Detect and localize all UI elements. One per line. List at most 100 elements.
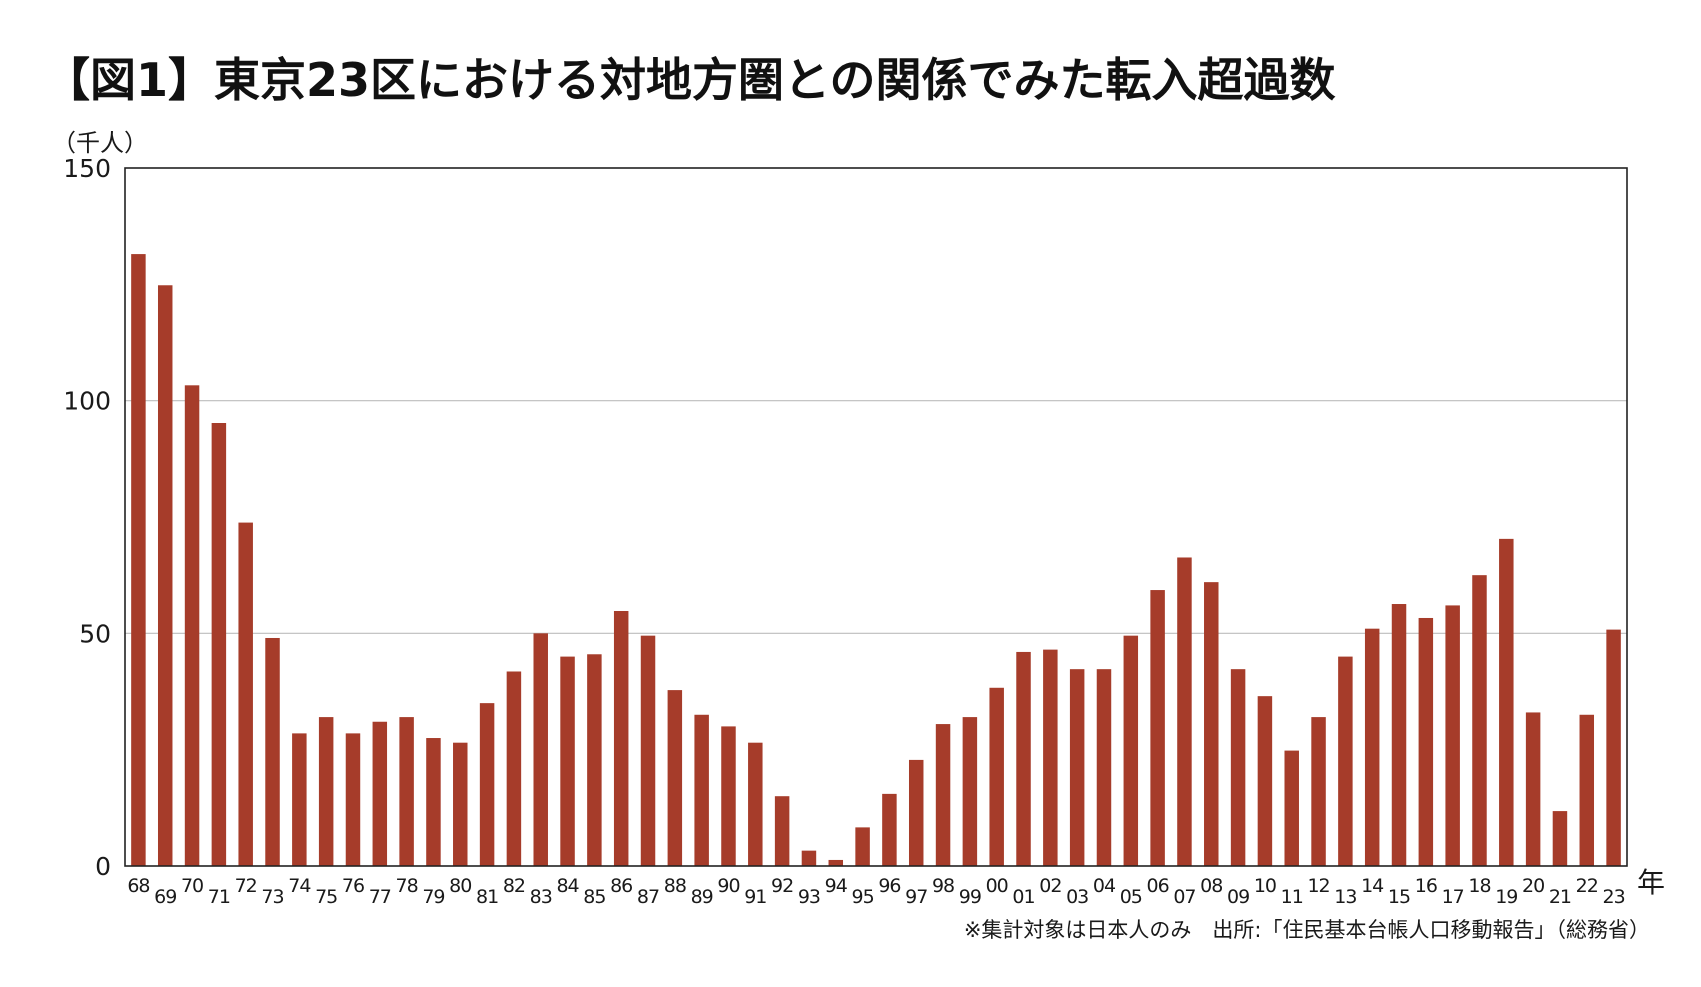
x-tick-label: 18 [1468,875,1490,897]
x-tick-label: 89 [691,886,713,908]
bar-18 [1472,575,1487,866]
bar-83 [533,633,548,866]
x-tick-label: 78 [396,875,418,897]
bar-97 [908,759,924,866]
bar-92 [774,796,790,866]
bar-78 [399,717,414,866]
x-tick-label: 86 [610,875,632,897]
bar-13 [1338,656,1353,866]
bar-01 [1016,651,1031,866]
x-tick-label: 12 [1307,875,1329,897]
bar-20 [1525,712,1541,866]
bar-00 [989,687,1004,866]
bar-76 [345,733,361,866]
x-tick-label: 71 [208,886,230,908]
x-tick-label: 84 [556,875,579,897]
chart-title: 【図1】東京23区における対地方圏との関係でみた転入超過数 [44,53,1336,107]
x-tick-label: 04 [1093,875,1116,897]
x-tick-label: 15 [1388,886,1410,908]
y-tick-label: 150 [63,154,111,183]
x-tick-labels: 68 69 70 71 72 73 74 75 76 77 78 79 80 81 82 83 84 85 86 87… [127,875,1625,908]
bar-02 [1043,649,1058,866]
bars [131,254,1621,866]
bar-22 [1579,714,1595,866]
x-tick-label: 10 [1254,875,1276,897]
bar-21 [1552,811,1568,866]
x-tick-label: 11 [1281,886,1303,908]
x-tick-label: 75 [315,886,337,908]
bar-70 [184,385,200,866]
bar-72 [238,522,253,866]
x-tick-label: 77 [369,886,391,908]
bar-09 [1230,669,1246,866]
x-tick-label: 17 [1442,886,1464,908]
x-tick-label: 01 [1012,886,1034,908]
bar-11 [1284,750,1299,866]
bar-96 [882,793,897,866]
bar-79 [426,738,441,866]
x-tick-label: 68 [127,875,149,897]
x-tick-label: 23 [1602,886,1624,908]
x-tick-label: 96 [878,875,900,897]
x-tick-label: 83 [530,886,552,908]
x-tick-label: 00 [986,875,1008,897]
x-tick-label: 69 [154,886,176,908]
bar-14 [1364,628,1380,866]
y-tick-label: 50 [79,619,111,648]
gridlines [125,400,1627,634]
bar-88 [667,690,683,866]
x-tick-label: 14 [1361,875,1384,897]
bar-82 [506,671,522,866]
bar-19 [1499,538,1514,866]
x-tick-label: 97 [905,886,927,908]
x-tick-label: 73 [261,886,283,908]
bar-87 [640,635,656,866]
bar-73 [265,637,280,866]
bar-94 [828,859,844,866]
bar-06 [1150,590,1165,866]
bar-07 [1177,557,1192,866]
x-tick-label: 19 [1495,886,1517,908]
bar-71 [211,423,227,866]
x-tick-label: 05 [1120,886,1142,908]
bar-69 [157,285,173,866]
bar-84 [560,656,575,866]
bar-77 [372,721,388,866]
bar-80 [453,742,468,866]
x-tick-label: 16 [1415,875,1437,897]
bar-75 [318,717,334,866]
x-tick-label: 70 [181,875,203,897]
x-tick-label: 72 [235,875,257,897]
x-tick-label: 87 [637,886,659,908]
bar-90 [721,726,736,866]
bar-98 [935,724,951,866]
x-tick-label: 80 [449,875,471,897]
x-tick-label: 22 [1576,875,1598,897]
bar-17 [1445,605,1460,866]
x-tick-label: 90 [717,875,739,897]
bar-91 [748,742,763,866]
x-tick-label: 95 [851,886,873,908]
bar-89 [694,714,709,866]
footnote: ※集計対象は日本人のみ 出所:「住民基本台帳人口移動報告」（総務省） [964,918,1650,942]
x-tick-label: 20 [1522,875,1544,897]
x-tick-label: 13 [1334,886,1356,908]
x-tick-label: 74 [288,875,311,897]
x-tick-label: 79 [422,886,444,908]
x-tick-label: 03 [1066,886,1088,908]
bar-12 [1311,717,1326,866]
bar-23 [1606,629,1621,866]
bar-08 [1204,582,1219,866]
x-tick-label: 91 [744,886,766,908]
x-tick-label: 09 [1227,886,1249,908]
bar-93 [801,850,817,866]
x-tick-label: 21 [1549,886,1571,908]
y-tick-label: 100 [63,387,111,416]
x-tick-label: 07 [1173,886,1195,908]
x-tick-label: 99 [959,886,981,908]
bar-85 [587,654,602,866]
x-tick-label: 08 [1200,875,1222,897]
bar-15 [1391,604,1407,866]
x-tick-label: 94 [825,875,848,897]
x-tick-label: 93 [798,886,820,908]
